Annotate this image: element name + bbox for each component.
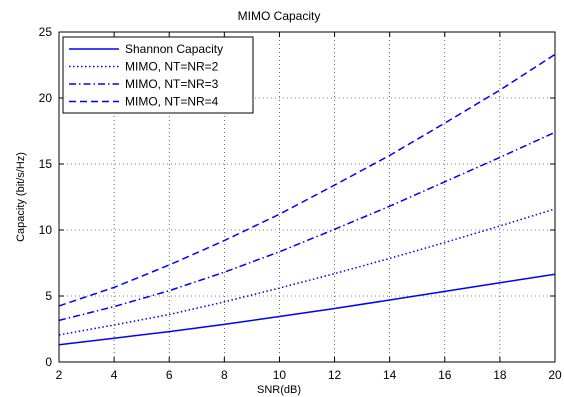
y-tick-label: 25	[39, 25, 53, 39]
axes-box	[58, 31, 556, 363]
y-tick-label: 10	[39, 223, 53, 237]
series-lines	[58, 53, 556, 346]
y-tick-label: 0	[45, 355, 52, 369]
x-tick-label: 10	[273, 368, 287, 382]
x-tick-label: 6	[166, 368, 173, 382]
x-tick-label: 18	[493, 368, 507, 382]
legend-entry: MIMO, NT=NR=2	[125, 60, 219, 74]
legend-entry: MIMO, NT=NR=4	[125, 95, 219, 109]
y-tick-label: 5	[45, 289, 52, 303]
x-tick-label: 16	[438, 368, 452, 382]
series-line-mimo-nt-nr-2	[58, 208, 556, 336]
series-line-shannon-capacity	[58, 273, 556, 346]
x-tick-label: 8	[221, 368, 228, 382]
x-tick-label: 12	[328, 368, 342, 382]
legend: Shannon Capacity MIMO, NT=NR=2 MIMO, NT=NR…	[62, 36, 254, 114]
legend-entry: Shannon Capacity	[125, 42, 223, 56]
x-tick-label: 2	[56, 368, 63, 382]
axes: 2 4 6 8 10 12 14 16 18 20 0 5 10 15 20 25	[39, 25, 562, 382]
x-axis-label: SNR(dB)	[257, 384, 301, 396]
y-tick-label: 15	[39, 157, 53, 171]
series-line-mimo-nt-nr-3	[58, 131, 556, 322]
x-tick-label: 14	[383, 368, 397, 382]
x-tick-label: 4	[111, 368, 118, 382]
legend-entry: MIMO, NT=NR=3	[125, 77, 219, 91]
x-tick-label: 20	[548, 368, 562, 382]
y-axis-label: Capacity (bit/s/Hz)	[15, 152, 27, 242]
y-tick-label: 20	[39, 91, 53, 105]
series-line-mimo-nt-nr-4	[58, 53, 556, 307]
chart-title: MIMO Capacity	[238, 9, 321, 23]
